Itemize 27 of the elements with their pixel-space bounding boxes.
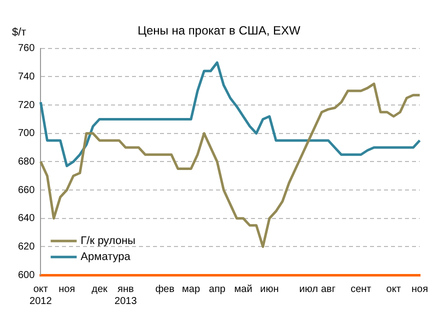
x-tick-label: окт <box>386 284 402 295</box>
y-tick-label: 700 <box>18 128 36 140</box>
chart-title: Цены на прокат в США, EXW <box>138 24 302 38</box>
y-tick-label: 640 <box>18 213 36 224</box>
y-axis-title: $/т <box>12 26 26 38</box>
x-tick-label: май <box>234 284 252 295</box>
x-tick-label: сент <box>350 284 372 295</box>
y-tick-label: 680 <box>18 156 36 168</box>
x-tick-label: авг <box>320 284 336 295</box>
x-tick-label: фев <box>155 284 174 295</box>
x-tick-label: ноя <box>58 284 76 295</box>
y-tick-label: 660 <box>18 184 36 196</box>
x-tick-label: янв 2013 <box>114 284 138 307</box>
x-tick-label: апр <box>208 284 226 295</box>
x-tick-label: дек <box>92 284 108 295</box>
x-tick-label: июл <box>299 284 318 295</box>
x-tick-label: окт 2012 <box>30 284 52 307</box>
x-tick-label: июн <box>260 284 279 295</box>
y-tick-label: 720 <box>18 100 36 111</box>
y-tick-label: 620 <box>18 241 36 252</box>
x-tick-label: мар <box>182 284 200 295</box>
legend-label: Г/к рулоны <box>80 235 136 248</box>
legend-label: Арматура <box>80 251 132 264</box>
y-tick-label: 740 <box>18 71 36 82</box>
x-tick-label: ноя <box>412 284 428 295</box>
y-tick-label: 600 <box>18 270 36 281</box>
y-tick-label: 760 <box>18 43 36 54</box>
